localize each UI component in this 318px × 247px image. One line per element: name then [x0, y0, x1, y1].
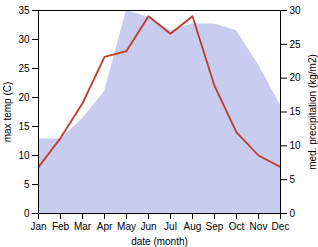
- svg-text:10: 10: [290, 140, 302, 151]
- svg-text:Mar: Mar: [74, 221, 92, 232]
- svg-text:date (month): date (month): [131, 236, 188, 247]
- svg-text:35: 35: [18, 5, 30, 16]
- svg-text:Jan: Jan: [30, 221, 46, 232]
- svg-text:0: 0: [24, 208, 30, 219]
- svg-text:5: 5: [290, 174, 296, 185]
- svg-text:May: May: [117, 221, 136, 232]
- svg-text:Jul: Jul: [164, 221, 177, 232]
- svg-text:15: 15: [18, 121, 30, 132]
- svg-text:30: 30: [18, 34, 30, 45]
- svg-text:10: 10: [18, 150, 30, 161]
- svg-text:Aug: Aug: [184, 221, 202, 232]
- svg-text:Dec: Dec: [272, 221, 290, 232]
- svg-text:Apr: Apr: [97, 221, 113, 232]
- svg-text:Nov: Nov: [250, 221, 268, 232]
- svg-text:5: 5: [24, 179, 30, 190]
- svg-text:25: 25: [18, 63, 30, 74]
- svg-text:25: 25: [290, 39, 302, 50]
- svg-text:max temp (C): max temp (C): [2, 82, 13, 143]
- svg-text:20: 20: [18, 92, 30, 103]
- svg-text:Sep: Sep: [206, 221, 224, 232]
- svg-text:Feb: Feb: [52, 221, 70, 232]
- svg-text:20: 20: [290, 72, 302, 83]
- svg-text:med. precipitation (kg/m2): med. precipitation (kg/m2): [307, 54, 318, 170]
- svg-text:15: 15: [290, 106, 302, 117]
- svg-text:Oct: Oct: [229, 221, 245, 232]
- svg-text:30: 30: [290, 5, 302, 16]
- svg-text:Jun: Jun: [140, 221, 156, 232]
- svg-text:0: 0: [290, 208, 296, 219]
